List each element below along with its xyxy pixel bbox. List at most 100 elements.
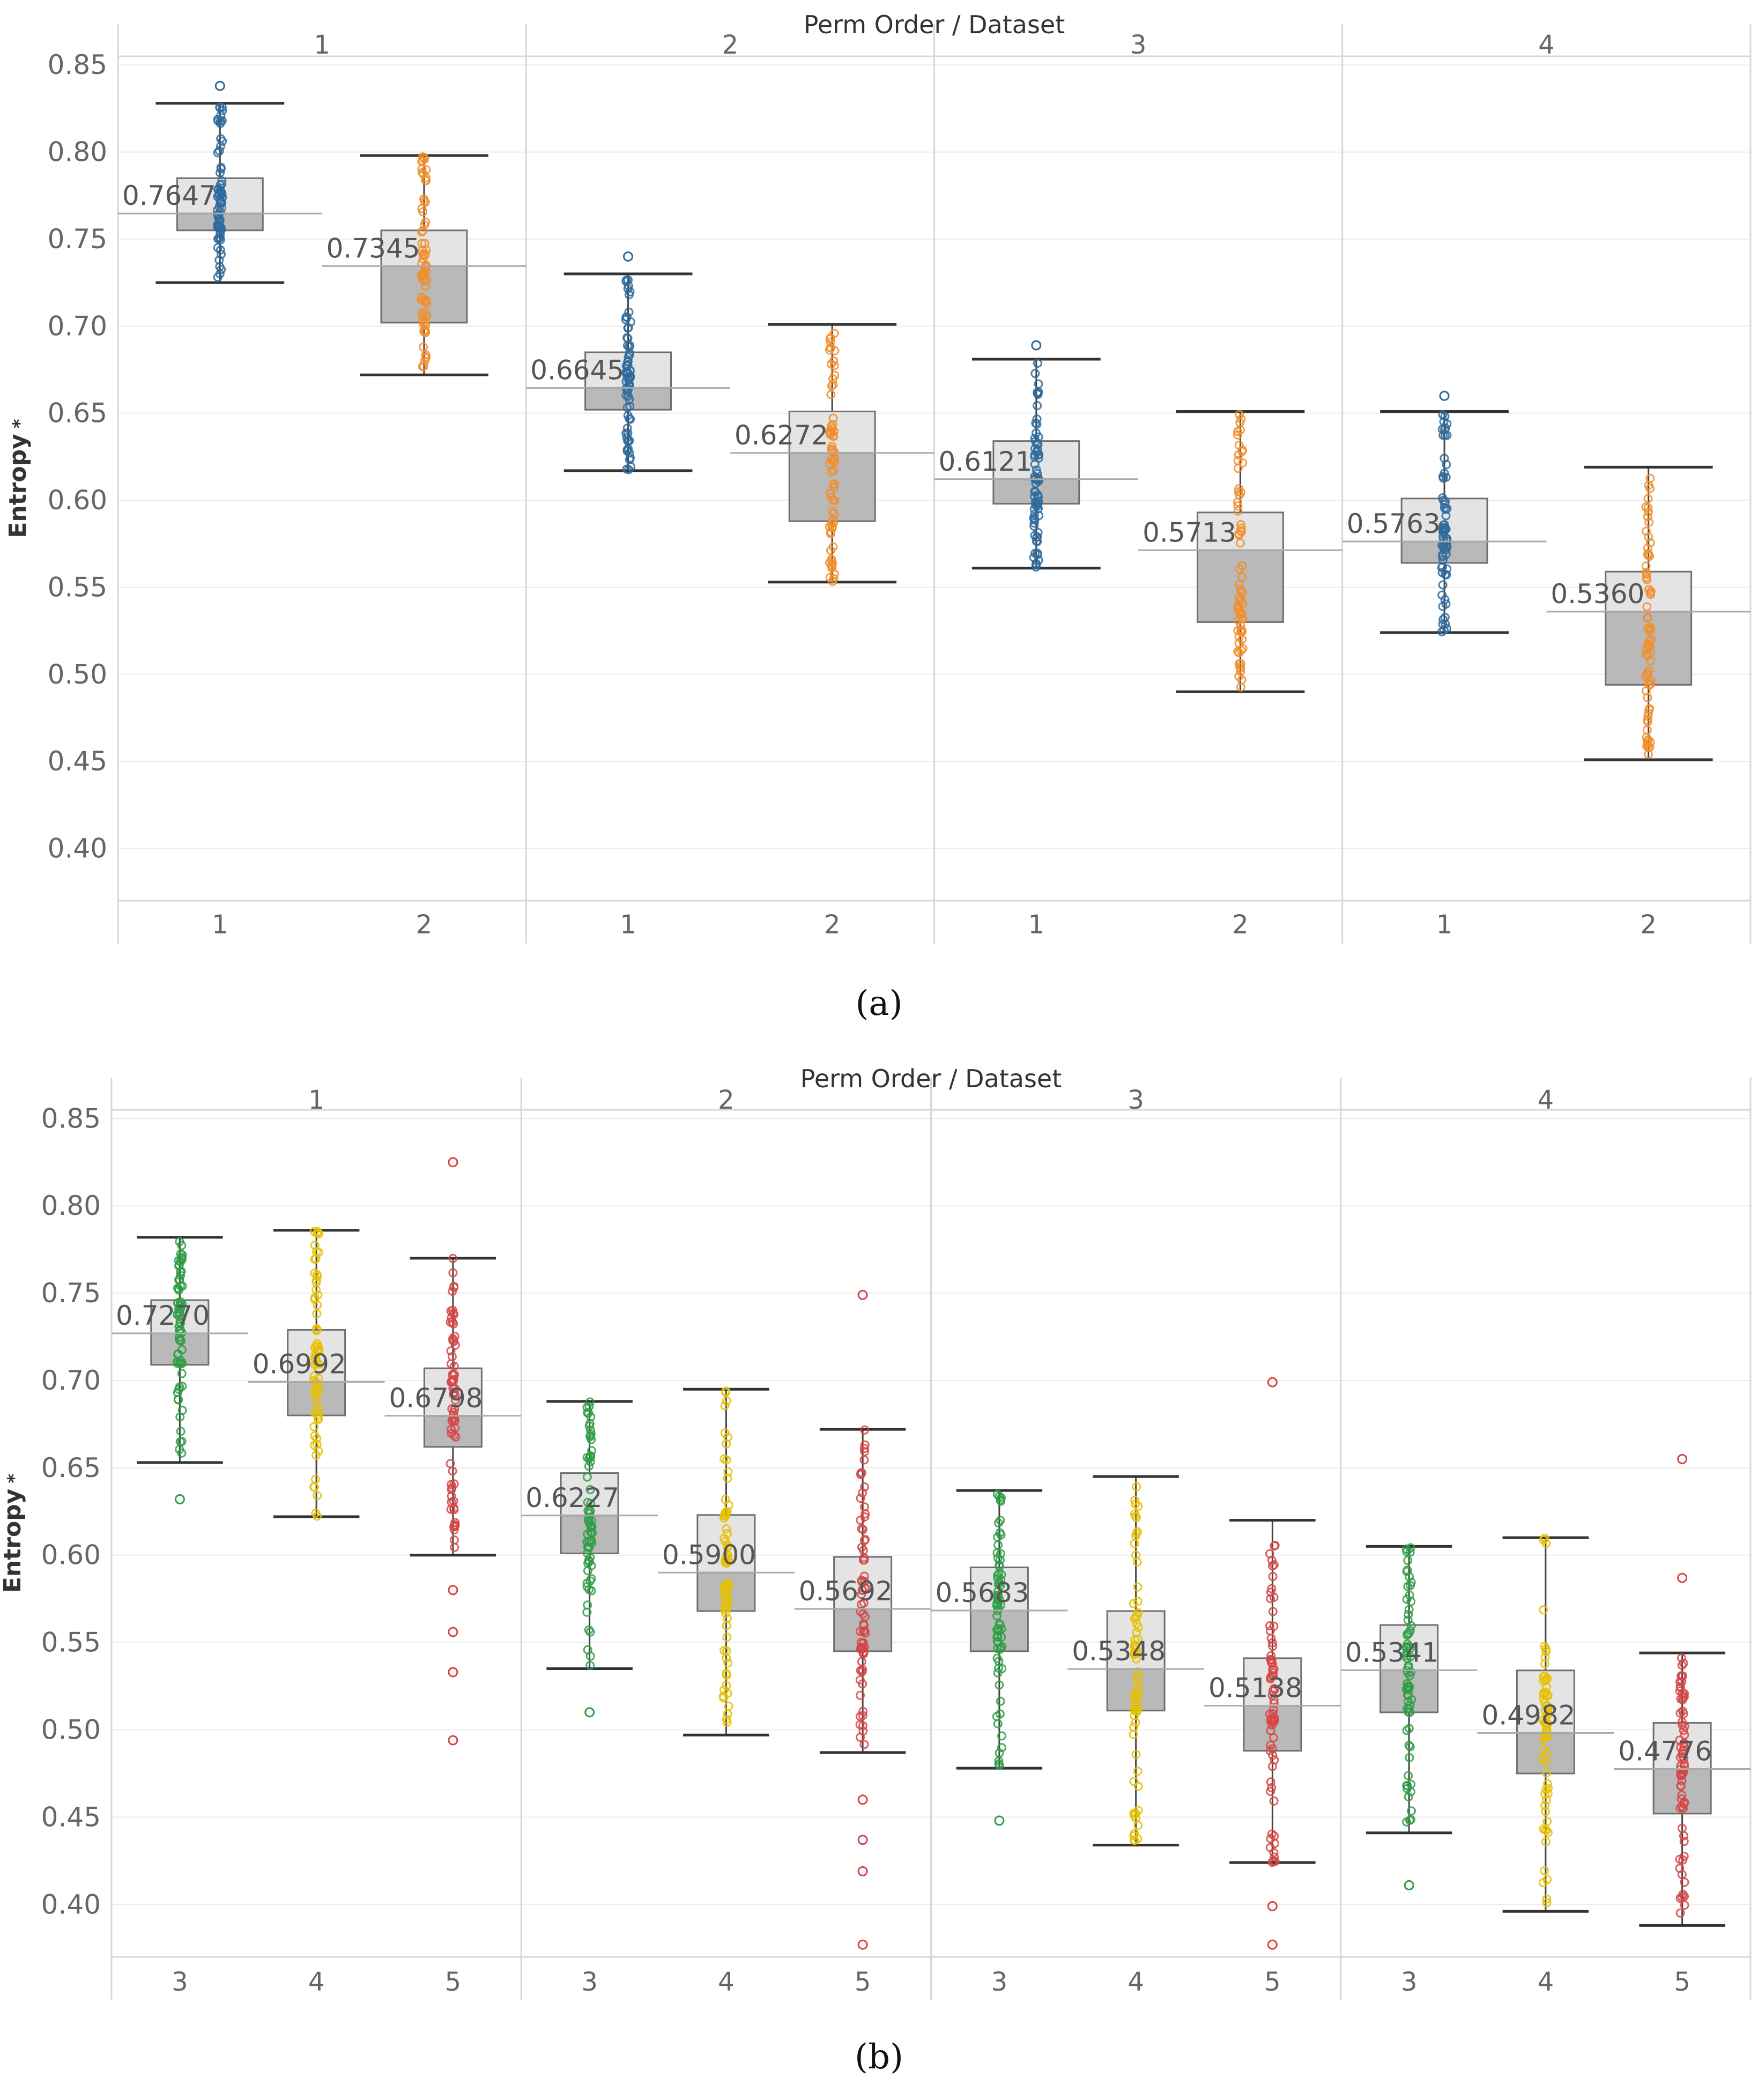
data-point — [1541, 1807, 1551, 1816]
data-point — [996, 1549, 1005, 1559]
data-point — [829, 518, 839, 528]
data-point — [625, 453, 635, 463]
data-point — [419, 319, 428, 329]
data-point — [1442, 570, 1451, 580]
data-point — [585, 1452, 595, 1462]
data-point — [995, 1680, 1004, 1690]
data-point — [309, 1422, 319, 1431]
data-point — [722, 1671, 731, 1680]
data-point — [1540, 1698, 1549, 1708]
data-point — [1677, 1653, 1686, 1663]
data-point — [1033, 528, 1043, 537]
median-label: 0.5713 — [1143, 517, 1236, 548]
data-point — [1033, 358, 1042, 368]
data-point — [450, 1395, 460, 1405]
y-tick-label: 0.65 — [48, 398, 107, 429]
data-point — [624, 307, 634, 317]
data-point — [1030, 459, 1040, 469]
data-point — [995, 1619, 1004, 1629]
y-tick-label: 0.70 — [48, 310, 107, 342]
outlier-point — [857, 1794, 868, 1805]
data-point — [175, 1308, 184, 1318]
data-point — [216, 229, 225, 239]
data-point — [1132, 1512, 1141, 1522]
data-point — [584, 1625, 594, 1635]
data-point — [860, 1440, 870, 1450]
data-point — [448, 1317, 457, 1327]
data-point — [722, 1549, 732, 1559]
data-point — [1442, 431, 1452, 440]
data-point — [418, 156, 427, 166]
data-point — [216, 168, 225, 177]
data-point — [826, 343, 835, 353]
data-point — [1268, 1718, 1278, 1727]
data-point — [587, 1523, 597, 1532]
data-point — [217, 203, 227, 213]
data-point — [1646, 587, 1656, 596]
data-point — [1237, 587, 1247, 597]
data-point — [622, 333, 632, 343]
data-point — [1542, 1816, 1552, 1826]
data-point — [1403, 1556, 1413, 1565]
data-point — [1540, 1533, 1549, 1543]
data-point — [723, 1529, 732, 1539]
data-point — [1129, 1777, 1139, 1786]
outlier-point — [857, 1939, 868, 1950]
data-point — [1268, 1750, 1278, 1760]
data-point — [1541, 1785, 1551, 1794]
data-point — [446, 1346, 456, 1356]
data-point — [173, 1394, 183, 1404]
y-tick-label: 0.45 — [41, 1801, 101, 1832]
data-point — [1644, 640, 1654, 649]
data-point — [1130, 1539, 1139, 1548]
data-point — [213, 116, 223, 126]
data-point — [856, 1690, 865, 1700]
data-point — [311, 1354, 321, 1364]
y-axis-label-marker: * — [4, 1474, 25, 1483]
data-point — [310, 1474, 320, 1484]
data-point — [1266, 1777, 1275, 1787]
data-point — [422, 274, 432, 284]
box-3-3: 0.5683 — [931, 1489, 1068, 1826]
y-tick-label: 0.50 — [48, 659, 107, 690]
data-point — [723, 1709, 732, 1719]
data-point — [450, 1332, 459, 1341]
data-point — [1645, 484, 1655, 493]
data-point — [722, 1396, 731, 1406]
data-point — [992, 1653, 1002, 1663]
data-point — [995, 1555, 1005, 1565]
data-point — [312, 1309, 322, 1318]
data-point — [176, 1303, 186, 1313]
box-3-1: 0.6121 — [934, 340, 1139, 572]
data-point — [175, 1412, 185, 1422]
panel-caption-b: (b) — [855, 2037, 903, 2077]
data-point — [721, 1537, 730, 1546]
data-point — [1643, 494, 1653, 503]
median-label: 0.6992 — [253, 1349, 346, 1380]
data-point — [418, 274, 427, 284]
data-point — [723, 1433, 733, 1442]
data-point — [1438, 614, 1448, 624]
data-point — [583, 1645, 592, 1654]
data-point — [312, 1275, 322, 1285]
data-point — [1270, 1755, 1279, 1765]
outlier-point — [1404, 1880, 1414, 1890]
data-point — [1236, 627, 1246, 636]
data-point — [1405, 1742, 1415, 1752]
outlier-point — [1677, 1572, 1688, 1583]
data-point — [1441, 511, 1451, 521]
y-tick-label: 0.80 — [48, 137, 107, 168]
data-point — [1131, 1717, 1140, 1727]
data-point — [719, 1646, 729, 1656]
data-point — [216, 235, 225, 244]
data-point — [992, 1489, 1002, 1499]
data-point — [314, 1229, 324, 1238]
data-point — [856, 1666, 865, 1675]
data-point — [1679, 1725, 1688, 1735]
data-point — [450, 1416, 459, 1426]
outlier-point — [994, 1815, 1005, 1826]
data-point — [213, 148, 222, 158]
outlier-point — [1267, 1901, 1278, 1912]
data-point — [993, 1587, 1003, 1597]
data-point — [1403, 1668, 1413, 1678]
